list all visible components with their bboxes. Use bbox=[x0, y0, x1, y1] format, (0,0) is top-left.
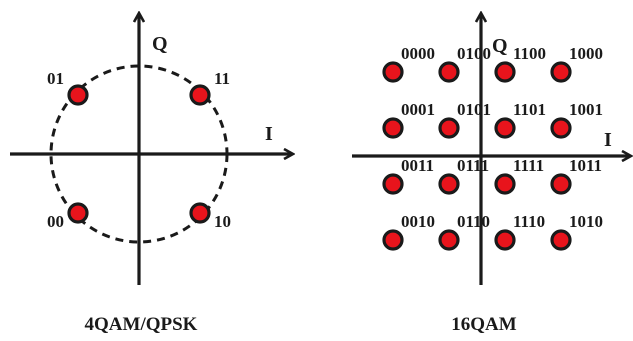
qpsk-point bbox=[189, 84, 211, 106]
qpsk-points: 01 11 00 10 bbox=[47, 69, 231, 231]
qam16-point bbox=[494, 173, 516, 195]
qam16-point-label: 1011 bbox=[569, 156, 602, 175]
qam16-panel: Q I 0000 0100 1100 1000 0001 0101 1101 1001 0011… bbox=[352, 14, 630, 335]
qam16-point bbox=[494, 117, 516, 139]
qpsk-point-label: 11 bbox=[214, 69, 230, 88]
qam16-point-label: 0010 bbox=[401, 212, 435, 231]
qpsk-point-label: 10 bbox=[214, 212, 231, 231]
qpsk-caption: 4QAM/QPSK bbox=[85, 314, 198, 335]
qam16-point bbox=[494, 229, 516, 251]
qam16-point-label: 0101 bbox=[457, 100, 491, 119]
qpsk-point bbox=[67, 84, 89, 106]
qam16-points: 0000 0100 1100 1000 0001 0101 1101 1001 0011 0111… bbox=[382, 44, 603, 251]
qam16-point-label: 1010 bbox=[569, 212, 603, 231]
qam16-point-label: 0001 bbox=[401, 100, 435, 119]
qpsk-point-label: 01 bbox=[47, 69, 64, 88]
qam16-point-label: 0111 bbox=[457, 156, 489, 175]
qam16-point bbox=[382, 117, 404, 139]
qpsk-point bbox=[189, 202, 211, 224]
qam16-point-label: 0110 bbox=[457, 212, 490, 231]
qpsk-q-axis-label: Q bbox=[152, 33, 168, 55]
qam16-point-label: 1111 bbox=[513, 156, 544, 175]
qpsk-i-axis-label: I bbox=[265, 123, 273, 145]
qam16-point-label: 1000 bbox=[569, 44, 603, 63]
qam16-point bbox=[438, 229, 460, 251]
qam16-point-label: 1110 bbox=[513, 212, 545, 231]
qam16-point bbox=[382, 173, 404, 195]
qpsk-point-label: 00 bbox=[47, 212, 64, 231]
qpsk-panel: Q I 01 11 00 10 4QAM/QPSK bbox=[10, 14, 292, 335]
qam16-point bbox=[550, 61, 572, 83]
qam16-point bbox=[438, 173, 460, 195]
qam16-point bbox=[494, 61, 516, 83]
qam16-point bbox=[550, 117, 572, 139]
qam16-point bbox=[382, 61, 404, 83]
qam16-q-axis-label: Q bbox=[492, 35, 508, 57]
qam16-point-label: 1001 bbox=[569, 100, 603, 119]
qam16-point bbox=[382, 229, 404, 251]
qam16-point-label: 0011 bbox=[401, 156, 434, 175]
qam16-point bbox=[550, 229, 572, 251]
qam16-point-label: 1101 bbox=[513, 100, 546, 119]
qam16-point-label: 1100 bbox=[513, 44, 546, 63]
qam16-point-label: 0100 bbox=[457, 44, 491, 63]
qam16-point bbox=[438, 117, 460, 139]
qam16-caption: 16QAM bbox=[451, 314, 517, 335]
qam16-point-label: 0000 bbox=[401, 44, 435, 63]
qam16-i-axis-label: I bbox=[604, 129, 612, 151]
qpsk-point bbox=[67, 202, 89, 224]
qam16-point bbox=[438, 61, 460, 83]
qam16-point bbox=[550, 173, 572, 195]
